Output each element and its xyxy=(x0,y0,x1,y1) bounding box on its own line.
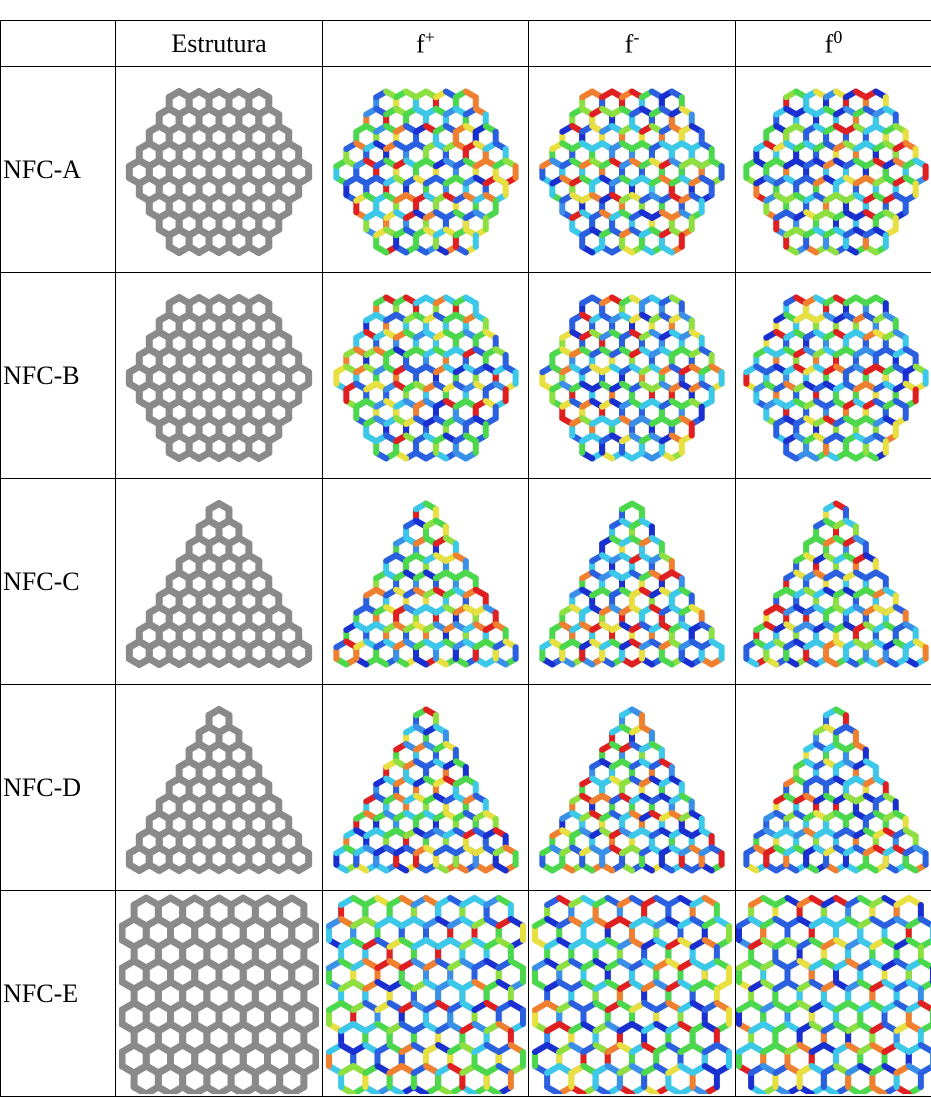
molecule-image xyxy=(532,276,732,476)
header-superscript: 0 xyxy=(833,27,842,47)
molecule-image xyxy=(736,276,931,476)
structure-cell xyxy=(323,67,529,273)
molecule-image xyxy=(119,688,319,888)
molecule-image xyxy=(326,70,526,270)
table-row: NFC-B xyxy=(1,273,931,479)
table-row: NFC-A xyxy=(1,67,931,273)
structure-cell xyxy=(529,273,736,479)
molecule-image xyxy=(119,276,319,476)
table-body: NFC-ANFC-BNFC-CNFC-DNFC-E xyxy=(1,67,931,1097)
molecule-image xyxy=(736,688,931,888)
structure-cell xyxy=(323,273,529,479)
molecule-image xyxy=(326,482,526,682)
structure-cell xyxy=(529,479,736,685)
table-row: NFC-C xyxy=(1,479,931,685)
structure-cell xyxy=(323,479,529,685)
molecule-image xyxy=(736,482,931,682)
page: Estruturaf+f-f0 NFC-ANFC-BNFC-CNFC-DNFC-… xyxy=(0,0,931,1099)
header-row: Estruturaf+f-f0 xyxy=(1,21,931,67)
molecule-image xyxy=(532,688,732,888)
header-symbol: f xyxy=(416,30,425,59)
structure-cell xyxy=(736,479,931,685)
header-cell: f0 xyxy=(736,21,931,67)
structure-cell xyxy=(529,685,736,891)
header-superscript: + xyxy=(425,27,435,47)
molecule-image xyxy=(119,482,319,682)
header-cell: f+ xyxy=(323,21,529,67)
molecule-image xyxy=(326,276,526,476)
molecule-image xyxy=(119,70,319,270)
structure-cell xyxy=(529,67,736,273)
header-cell xyxy=(1,21,116,67)
structure-cell xyxy=(116,685,323,891)
molecule-image xyxy=(532,482,732,682)
header-superscript: - xyxy=(633,27,639,47)
header-cell: f- xyxy=(529,21,736,67)
molecule-image xyxy=(532,70,732,270)
structure-cell xyxy=(736,685,931,891)
structure-cell xyxy=(116,67,323,273)
results-table: Estruturaf+f-f0 NFC-ANFC-BNFC-CNFC-DNFC-… xyxy=(0,20,931,1097)
structure-cell xyxy=(116,479,323,685)
row-label: NFC-B xyxy=(1,273,116,479)
molecule-image xyxy=(736,70,931,270)
table-row: NFC-D xyxy=(1,685,931,891)
row-label: NFC-A xyxy=(1,67,116,273)
structure-cell xyxy=(116,273,323,479)
structure-cell xyxy=(736,273,931,479)
structure-cell xyxy=(323,685,529,891)
molecule-image xyxy=(326,688,526,888)
row-label: NFC-C xyxy=(1,479,116,685)
structure-cell xyxy=(736,67,931,273)
header-cell: Estrutura xyxy=(116,21,323,67)
row-label: NFC-D xyxy=(1,685,116,891)
